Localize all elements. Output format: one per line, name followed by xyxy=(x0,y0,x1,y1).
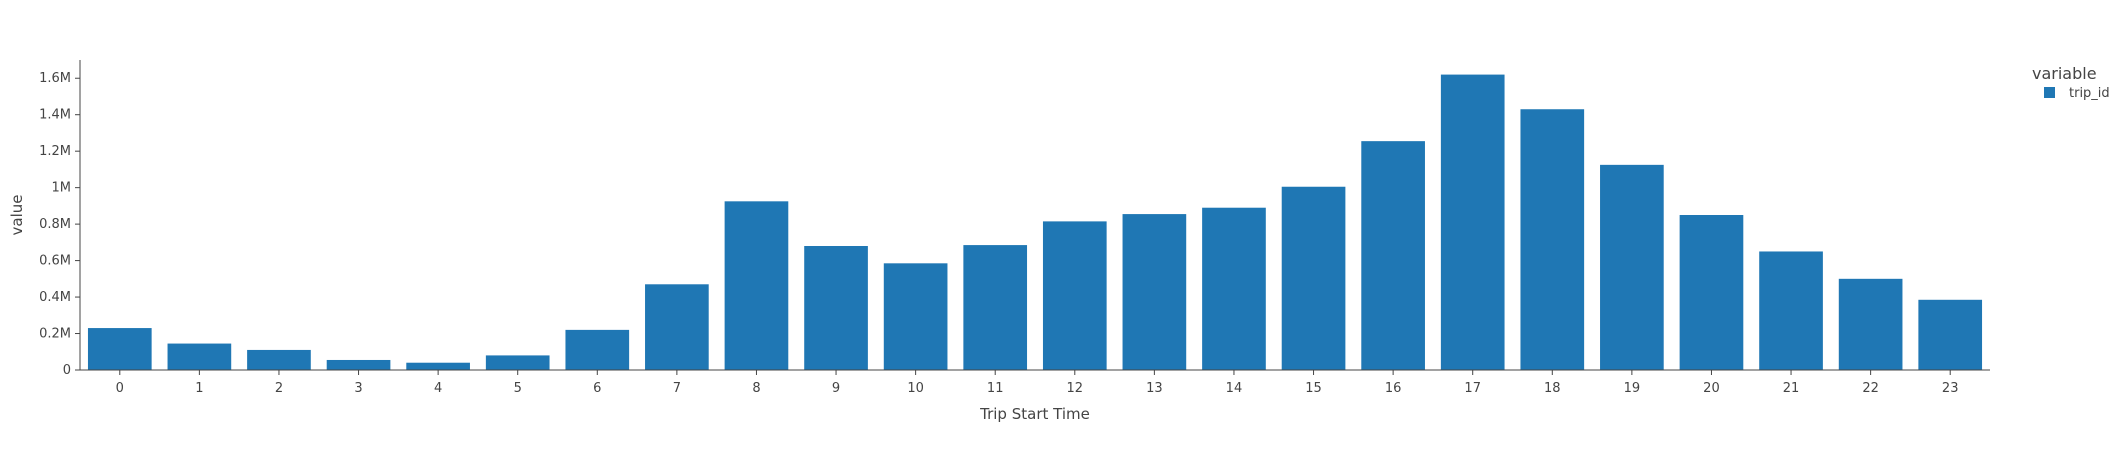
x-tick-label: 4 xyxy=(434,381,442,396)
x-tick-label: 3 xyxy=(354,381,362,396)
bar-hour-17[interactable] xyxy=(1440,74,1505,370)
y-axis-title: value xyxy=(8,195,26,236)
x-tick-label: 23 xyxy=(1942,381,1959,396)
x-tick-label: 9 xyxy=(832,381,840,396)
x-tick-label: 11 xyxy=(987,381,1004,396)
bar-hour-15[interactable] xyxy=(1281,186,1346,370)
bar-hour-1[interactable] xyxy=(167,343,232,370)
bar-hour-22[interactable] xyxy=(1838,278,1903,370)
x-tick-label: 21 xyxy=(1783,381,1800,396)
x-tick-label: 10 xyxy=(907,381,924,396)
bar-hour-6[interactable] xyxy=(565,329,630,370)
x-tick-label: 22 xyxy=(1862,381,1879,396)
y-tick-label: 1.6M xyxy=(39,71,71,86)
legend: variable trip_id xyxy=(2032,64,2110,101)
bar-hour-10[interactable] xyxy=(883,263,948,370)
bar-hour-0[interactable] xyxy=(87,328,152,370)
bar-hour-13[interactable] xyxy=(1122,214,1187,370)
y-tick-labels: 0 0.2M 0.4M 0.6M 0.8M 1M 1.2M 1.4M 1.6M xyxy=(39,71,80,378)
legend-swatch[interactable] xyxy=(2044,87,2055,98)
bar-hour-8[interactable] xyxy=(724,201,789,370)
bar-hour-5[interactable] xyxy=(485,355,550,370)
x-tick-label: 0 xyxy=(116,381,124,396)
legend-title: variable xyxy=(2032,64,2097,83)
x-tick-label: 14 xyxy=(1226,381,1243,396)
x-tick-label: 16 xyxy=(1385,381,1402,396)
x-tick-label: 12 xyxy=(1067,381,1084,396)
y-tick-label: 1.2M xyxy=(39,144,71,159)
legend-label[interactable]: trip_id xyxy=(2069,86,2110,101)
bar-hour-19[interactable] xyxy=(1600,164,1664,370)
y-tick-label: 0.4M xyxy=(39,290,71,305)
y-tick-label: 0.8M xyxy=(39,217,71,232)
bar-hour-3[interactable] xyxy=(326,359,391,370)
x-tick-label: 18 xyxy=(1544,381,1561,396)
x-tick-label: 1 xyxy=(195,381,203,396)
x-axis-title: Trip Start Time xyxy=(979,405,1090,423)
bar-hour-11[interactable] xyxy=(963,245,1028,370)
bar-hour-9[interactable] xyxy=(804,246,868,370)
x-tick-label: 13 xyxy=(1146,381,1163,396)
x-tick-label: 7 xyxy=(673,381,681,396)
bar-hour-12[interactable] xyxy=(1042,221,1107,370)
bar-hour-7[interactable] xyxy=(645,284,709,370)
x-tick-label: 17 xyxy=(1464,381,1481,396)
bar-hour-14[interactable] xyxy=(1202,207,1266,370)
bar-hour-2[interactable] xyxy=(247,349,311,370)
y-tick-label: 1M xyxy=(52,181,72,196)
x-tick-label: 2 xyxy=(275,381,283,396)
bar-hour-4[interactable] xyxy=(406,362,470,370)
x-tick-label: 5 xyxy=(514,381,522,396)
x-tick-label: 15 xyxy=(1305,381,1322,396)
bar-hour-16[interactable] xyxy=(1361,141,1425,370)
bar-hour-20[interactable] xyxy=(1679,215,1744,370)
bars-layer xyxy=(87,74,1983,371)
x-tick-label: 8 xyxy=(752,381,760,396)
bar-hour-23[interactable] xyxy=(1918,299,1983,370)
x-tick-labels: 0 1 2 3 4 5 6 7 8 9 10 11 12 13 14 15 16 17 18 19 20 21 22 23 xyxy=(116,370,1959,396)
x-tick-label: 19 xyxy=(1624,381,1641,396)
y-tick-label: 1.4M xyxy=(39,108,71,123)
x-tick-label: 6 xyxy=(593,381,601,396)
bar-hour-18[interactable] xyxy=(1520,109,1585,371)
x-tick-label: 20 xyxy=(1703,381,1720,396)
y-tick-label: 0.6M xyxy=(39,254,71,269)
y-tick-label: 0.2M xyxy=(39,327,71,342)
y-tick-label: 0 xyxy=(63,363,71,378)
bar-hour-21[interactable] xyxy=(1759,251,1823,370)
